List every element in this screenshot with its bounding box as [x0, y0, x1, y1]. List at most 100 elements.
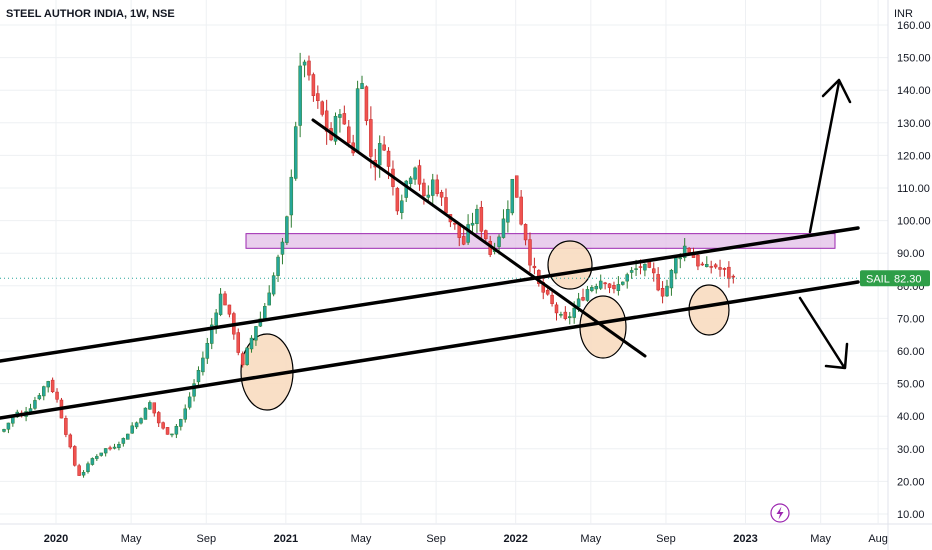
currency-label: INR [894, 8, 913, 20]
candle-body [647, 261, 652, 268]
candle-body [643, 263, 647, 271]
candle-body [417, 165, 422, 185]
candle-body [293, 126, 298, 179]
candle-body [404, 180, 408, 198]
candle-body [285, 216, 289, 243]
candle-body [187, 396, 192, 408]
candle-body [50, 379, 55, 393]
candle-body [475, 208, 479, 225]
chart-title: STEEL AUTHOR INDIA, 1W, NSE [6, 8, 175, 20]
candle-body [307, 60, 311, 76]
candle-body [629, 270, 634, 273]
y-tick-label: 60.00 [897, 346, 925, 358]
x-tick-label: 2023 [733, 533, 757, 545]
candle-body [302, 61, 307, 66]
candle-body [514, 175, 519, 198]
candle-body [727, 266, 731, 279]
candle-body [682, 245, 687, 258]
breakdown-arrow-down [798, 296, 846, 369]
candle-body [413, 167, 417, 180]
candle-body [333, 115, 338, 142]
candle-body [130, 425, 134, 434]
y-tick-label: 90.00 [897, 248, 925, 260]
candle-body [422, 182, 426, 196]
candle-body [267, 292, 271, 306]
x-tick-label: Sep [426, 533, 446, 545]
x-tick-label: May [810, 533, 831, 545]
candle-body [612, 285, 616, 290]
candle-body [651, 268, 656, 274]
candle-body [271, 275, 276, 295]
candle-body [585, 289, 590, 301]
candle-body [501, 218, 506, 238]
candle-body [37, 395, 42, 400]
time-axis[interactable]: 2020 May Sep 2021 May Sep 2022 May Sep 2023 May Aug [44, 533, 888, 545]
candle-body [64, 418, 68, 435]
candle-body [700, 263, 705, 266]
candle-body [254, 326, 258, 341]
x-tick-label: Sep [196, 533, 216, 545]
candle-body [576, 298, 581, 308]
candle-body [638, 266, 643, 268]
candle-body [466, 224, 470, 243]
candle-body [33, 400, 37, 409]
candle-body [143, 407, 148, 420]
candle-body [179, 419, 183, 427]
support-circle [688, 284, 730, 336]
candle-body [245, 347, 249, 365]
candle-body [674, 257, 678, 274]
y-tick-label: 50.00 [897, 379, 925, 391]
candle-body [634, 268, 638, 270]
candle-body [395, 188, 400, 212]
candle-body [298, 65, 302, 126]
candle-body [126, 433, 130, 440]
candle-body [718, 267, 722, 270]
candle-body [470, 222, 475, 226]
x-tick-label: 2020 [44, 533, 68, 545]
candle-body [148, 402, 152, 410]
candle-body [660, 288, 665, 297]
candle-body [430, 179, 435, 196]
candle-body [276, 256, 280, 276]
candle-body [280, 241, 285, 255]
candle-body [218, 293, 223, 315]
candle-body [320, 101, 324, 115]
candle-body [461, 236, 466, 245]
trend-drawings [0, 78, 860, 420]
candle-body [86, 463, 90, 472]
candle-body [156, 412, 161, 424]
candle-body [28, 408, 33, 412]
candle-body [550, 294, 554, 304]
candle-body [316, 93, 320, 102]
candle-body [510, 178, 515, 214]
candle-body [559, 314, 563, 316]
x-tick-label: Sep [656, 533, 676, 545]
candle-body [311, 74, 316, 96]
candle-body [705, 264, 709, 268]
candle-body [369, 119, 373, 157]
y-tick-label: 10.00 [897, 509, 925, 521]
candle-body [108, 447, 112, 450]
x-tick-label: May [351, 533, 372, 545]
candle-body [174, 426, 179, 435]
candle-body [377, 143, 382, 166]
candle-body [42, 386, 46, 397]
candle-body [386, 150, 391, 167]
breakout-arrow-up [808, 80, 841, 234]
candle-body [112, 446, 117, 449]
candlestick-series [0, 52, 888, 478]
candle-body [554, 304, 559, 314]
alert-lightning-icon[interactable] [770, 503, 790, 523]
candle-body [360, 83, 364, 89]
candle-body [347, 126, 351, 144]
candle-body [722, 268, 727, 270]
candle-body [77, 465, 81, 476]
candle-body [709, 266, 713, 268]
falling-trendline [311, 118, 647, 358]
candle-body [669, 269, 674, 289]
candle-body [382, 144, 386, 151]
candle-body [484, 230, 488, 240]
y-tick-label: 70.00 [897, 313, 925, 325]
